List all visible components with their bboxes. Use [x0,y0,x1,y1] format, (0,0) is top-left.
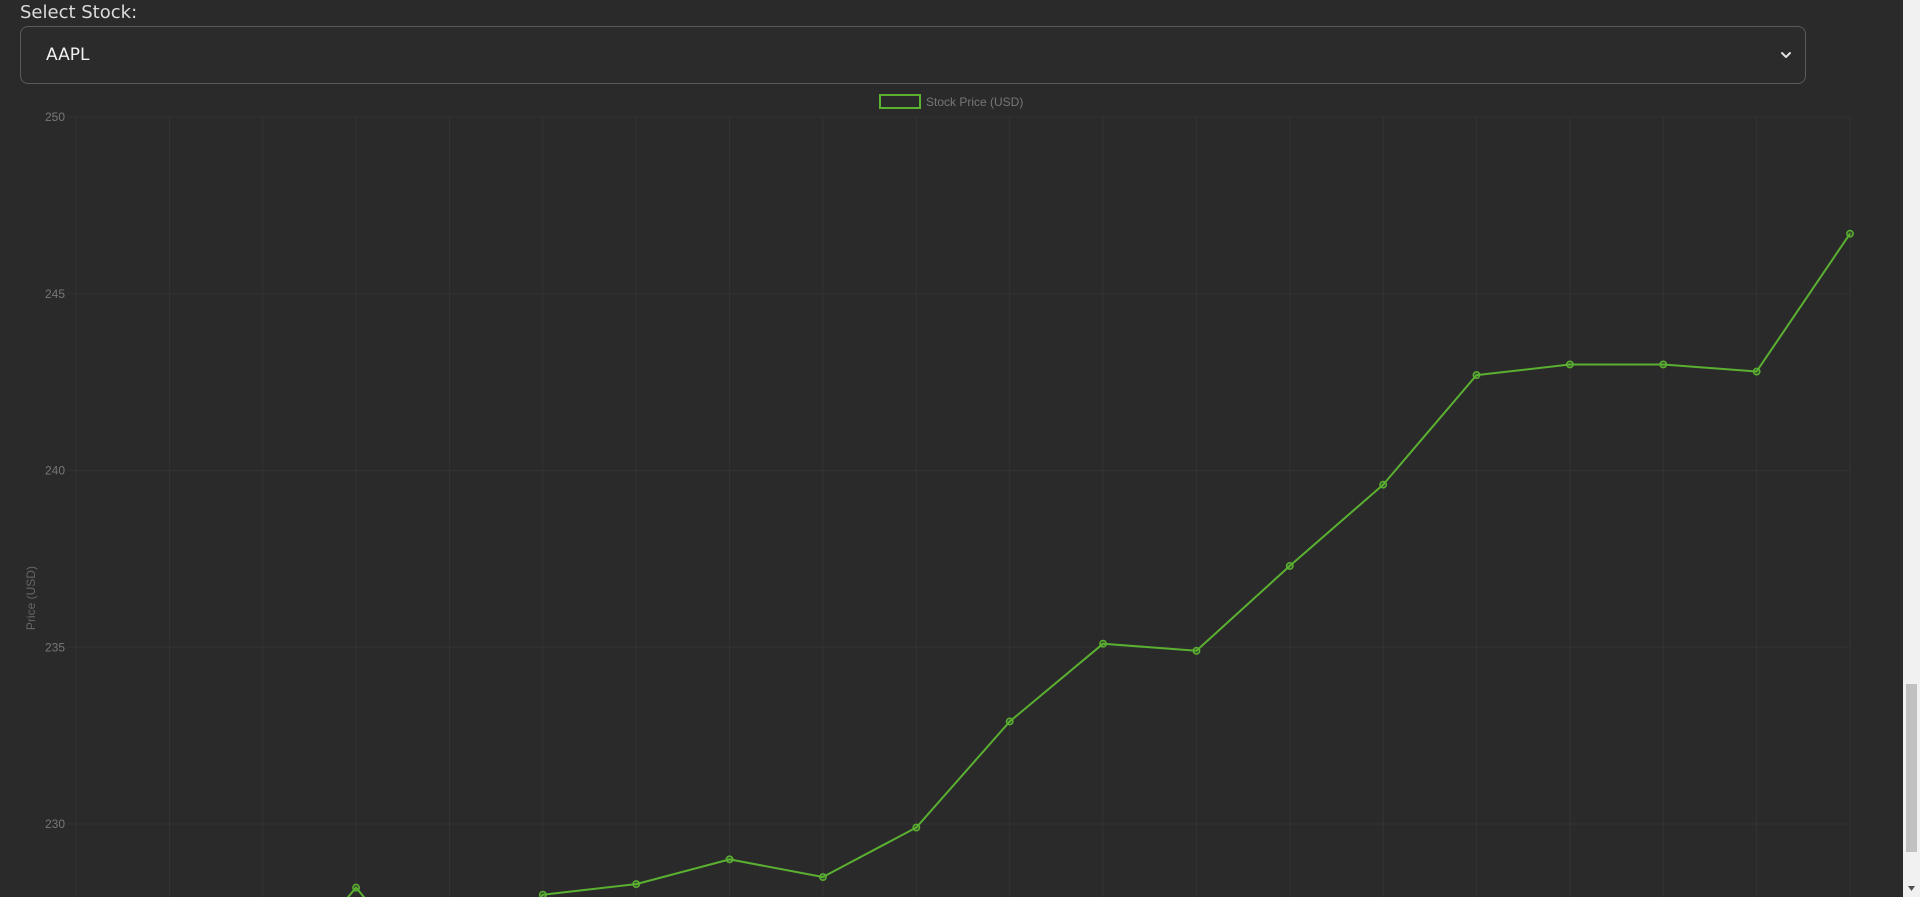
y-tick-label: 235 [45,640,65,654]
data-point [352,883,361,892]
y-tick-label: 250 [45,110,65,124]
data-point [1752,367,1761,376]
legend-label: Stock Price (USD) [926,95,1023,109]
data-point [1379,480,1388,489]
stock-select[interactable]: AAPL [20,26,1806,84]
data-point [725,855,734,864]
data-point [538,890,547,897]
scrollbar-thumb[interactable] [1906,684,1917,852]
data-point [1846,229,1854,238]
stock-select-value: AAPL [46,45,90,65]
y-tick-label: 240 [45,464,65,478]
vertical-scrollbar[interactable] [1903,0,1920,897]
price-chart-svg: 225230235240245250Price (USD)Stock Price… [24,94,1854,897]
legend-swatch [879,94,921,109]
price-chart: 225230235240245250Price (USD)Stock Price… [0,90,1900,897]
data-point [1099,639,1108,648]
y-tick-label: 230 [45,817,65,831]
series-line [346,233,1851,897]
data-point [1005,717,1014,726]
data-point [1565,360,1574,369]
select-stock-label: Select Stock: [20,2,138,23]
data-point [1285,561,1294,570]
y-tick-label: 245 [45,287,65,301]
chevron-down-icon [1781,52,1791,58]
y-axis-label: Price (USD) [24,566,38,630]
data-point [912,823,921,832]
data-point [1659,360,1668,369]
data-point [1192,646,1201,655]
data-point [1472,371,1481,380]
arrow-down-icon[interactable] [1907,884,1916,893]
data-point [632,880,641,889]
data-point [818,873,827,881]
